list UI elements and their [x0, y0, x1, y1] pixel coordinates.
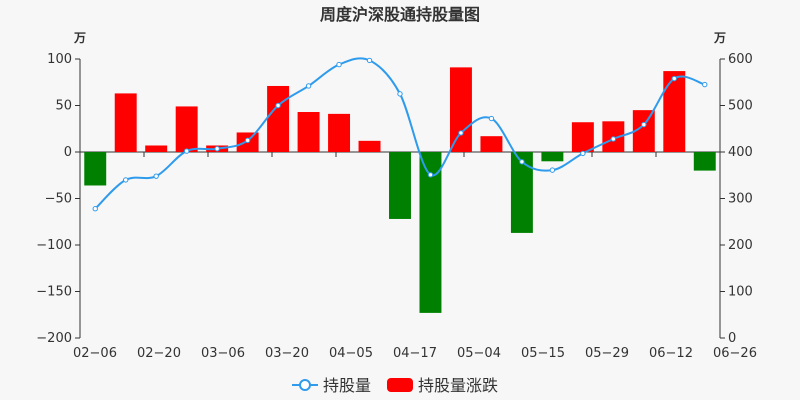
left-axis-tick-label: 0	[64, 145, 72, 160]
legend-line-marker[interactable]	[299, 379, 311, 391]
left-axis-tick-label: −150	[36, 285, 72, 300]
x-axis-tick-label: 03−06	[201, 346, 245, 361]
left-axis-tick-label: 100	[47, 52, 72, 67]
holding-point[interactable]	[702, 81, 708, 88]
legend-bar-swatch[interactable]	[387, 378, 413, 392]
change-bar[interactable]	[480, 136, 503, 152]
legend-label-holding[interactable]: 持股量	[323, 376, 371, 395]
holding-point[interactable]	[305, 83, 312, 89]
x-axis-tick-label: 04−17	[393, 346, 437, 361]
holding-point[interactable]	[153, 173, 159, 179]
change-bar[interactable]	[145, 145, 168, 152]
holding-point[interactable]	[549, 167, 556, 173]
change-bar[interactable]	[267, 85, 290, 152]
holding-point[interactable]	[427, 172, 434, 178]
holding-point[interactable]	[671, 75, 677, 82]
change-bar[interactable]	[693, 152, 716, 171]
left-axis-tick-label: 50	[55, 99, 72, 114]
line-series-layer	[92, 57, 708, 212]
right-axis-tick-label: 100	[728, 285, 753, 300]
chart-title: 周度沪深股通持股量图	[320, 5, 480, 24]
change-bar[interactable]	[419, 152, 442, 313]
right-axis-unit: 万	[713, 31, 726, 45]
change-bar[interactable]	[114, 93, 137, 152]
holding-point[interactable]	[183, 148, 190, 154]
right-axis-tick-label: 400	[728, 145, 753, 160]
change-bar[interactable]	[358, 140, 381, 152]
x-axis-tick-label: 06−12	[649, 346, 693, 361]
right-axis-tick-label: 0	[728, 331, 736, 346]
change-bar[interactable]	[175, 106, 198, 152]
change-bar[interactable]	[541, 152, 564, 162]
right-axis-tick-label: 300	[728, 192, 753, 207]
x-axis-tick-label: 02−20	[137, 346, 181, 361]
left-axis-tick-label: −100	[36, 238, 72, 253]
x-axis-tick-label: 04−05	[329, 346, 373, 361]
holding-point[interactable]	[458, 130, 464, 136]
holding-point[interactable]	[123, 177, 129, 183]
holding-point[interactable]	[397, 91, 403, 97]
change-bar[interactable]	[510, 152, 533, 233]
right-axis-tick-label: 200	[728, 238, 753, 253]
holding-point[interactable]	[275, 102, 281, 109]
left-axis-unit: 万	[73, 31, 86, 45]
holding-point[interactable]	[214, 146, 220, 152]
holding-point[interactable]	[641, 121, 647, 128]
holding-point[interactable]	[519, 159, 525, 165]
holding-line	[94, 57, 706, 210]
change-bar[interactable]	[328, 113, 351, 152]
bar-series-layer	[84, 67, 716, 313]
holding-point[interactable]	[92, 206, 98, 212]
holding-point[interactable]	[244, 137, 251, 144]
change-bar[interactable]	[571, 122, 594, 152]
change-bar[interactable]	[84, 152, 107, 186]
axes: 100500−50−100−150−2006005004003002001000…	[36, 52, 757, 361]
holding-point[interactable]	[610, 136, 617, 142]
x-axis-tick-label: 05−04	[457, 346, 501, 361]
change-bar[interactable]	[632, 110, 655, 152]
change-bar[interactable]	[449, 67, 472, 152]
holding-point[interactable]	[488, 115, 495, 122]
holding-point[interactable]	[336, 61, 342, 68]
change-bar[interactable]	[389, 152, 411, 219]
holding-point[interactable]	[366, 57, 373, 64]
x-axis-tick-label: 05−29	[585, 346, 629, 361]
change-bar[interactable]	[663, 71, 686, 152]
x-axis-tick-label: 03−20	[265, 346, 309, 361]
left-axis-tick-label: −200	[36, 331, 72, 346]
x-axis-tick-label: 06−26	[713, 346, 757, 361]
x-axis-tick-label: 05−15	[521, 346, 565, 361]
legend[interactable]: 持股量 持股量涨跌	[292, 376, 498, 395]
legend-label-change[interactable]: 持股量涨跌	[418, 376, 498, 395]
holding-point[interactable]	[580, 150, 586, 157]
right-axis-tick-label: 500	[728, 99, 753, 114]
right-axis-tick-label: 600	[728, 52, 753, 67]
x-axis-tick-label: 02−06	[73, 346, 117, 361]
left-axis-tick-label: −50	[45, 192, 72, 207]
change-bar[interactable]	[297, 112, 320, 152]
